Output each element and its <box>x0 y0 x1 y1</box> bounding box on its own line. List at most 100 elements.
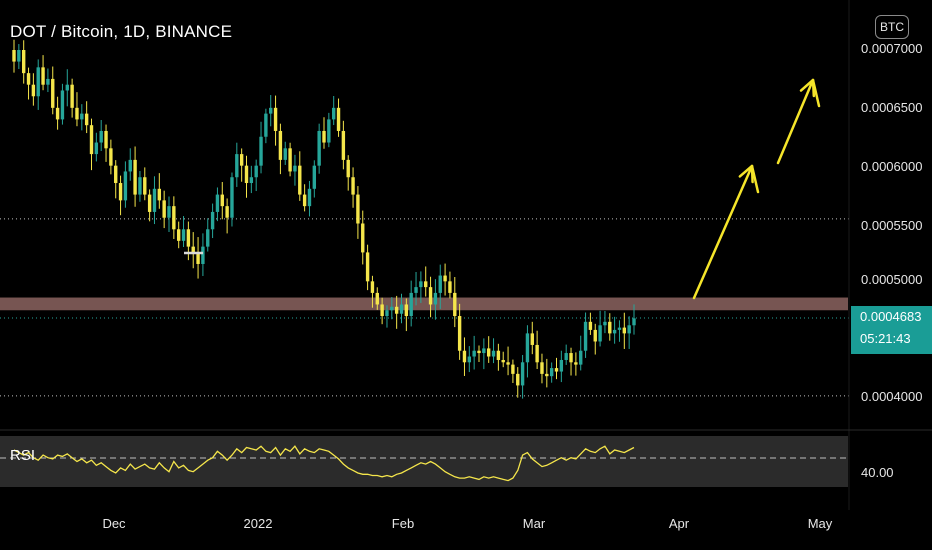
candle <box>210 211 215 230</box>
candle <box>118 183 123 201</box>
candle <box>239 154 244 166</box>
candle <box>307 188 312 207</box>
candle <box>516 373 520 386</box>
candle <box>293 165 297 172</box>
rsi-tick-label: 40.00 <box>861 465 894 480</box>
chart-title: DOT / Bitcoin, 1D, BINANCE <box>10 22 233 41</box>
candle <box>491 350 496 357</box>
candle <box>225 206 229 218</box>
candle <box>472 350 476 357</box>
candle <box>36 67 40 97</box>
candle <box>191 246 195 253</box>
candle <box>506 362 510 365</box>
candle <box>302 194 307 207</box>
y-tick-label: 0.0004000 <box>861 389 923 404</box>
candle <box>351 177 355 195</box>
candle <box>632 318 636 326</box>
last-price-value: 0.0004683 <box>860 309 922 324</box>
candle <box>598 325 602 342</box>
candle <box>525 333 530 363</box>
candle <box>230 177 234 218</box>
candle <box>31 84 36 97</box>
candle <box>70 84 74 108</box>
candle <box>162 200 166 218</box>
candle <box>46 78 50 85</box>
candle <box>554 368 559 372</box>
candle <box>341 130 346 160</box>
candle <box>317 130 321 166</box>
candle <box>172 206 176 230</box>
candle <box>520 362 525 386</box>
candle <box>433 292 438 305</box>
candle <box>404 304 409 317</box>
candle <box>482 348 486 354</box>
candle <box>322 130 326 143</box>
candle <box>453 292 457 317</box>
candle <box>370 281 375 293</box>
x-tick-label: Dec <box>102 516 126 531</box>
candle <box>41 67 45 85</box>
candle <box>215 194 220 212</box>
candle <box>564 353 568 360</box>
projection-arrow-shaft <box>692 164 754 300</box>
projection-arrows <box>692 78 821 300</box>
candle <box>530 333 534 345</box>
candle <box>496 350 501 360</box>
candle <box>99 130 103 143</box>
candle <box>283 148 287 160</box>
candle <box>288 148 292 172</box>
candle <box>94 142 99 155</box>
y-tick-label: 0.0005000 <box>861 272 923 287</box>
projection-arrow-head <box>811 78 821 108</box>
candle <box>428 287 433 305</box>
candle <box>60 90 65 120</box>
candle <box>409 292 413 317</box>
candle <box>346 159 350 178</box>
candle <box>622 327 627 334</box>
last-price-badge: 0.0004683 05:21:43 <box>851 306 932 354</box>
candle <box>181 229 186 241</box>
candle <box>298 165 302 195</box>
candle <box>549 368 554 377</box>
candle <box>152 188 157 212</box>
candle <box>186 229 191 247</box>
candle <box>17 50 21 62</box>
candle-countdown: 05:21:43 <box>860 331 911 346</box>
candle <box>84 113 89 126</box>
candle <box>627 325 631 334</box>
candle <box>331 107 336 120</box>
candle <box>603 321 607 326</box>
candle <box>540 362 544 374</box>
x-tick-label: 2022 <box>243 516 273 531</box>
candle <box>380 304 384 317</box>
candle <box>375 292 379 305</box>
candle <box>467 356 472 363</box>
candle <box>104 130 108 149</box>
candle <box>443 275 447 282</box>
candle <box>26 73 31 85</box>
candle <box>138 177 142 195</box>
candle <box>109 148 113 166</box>
candle <box>312 165 317 189</box>
candle <box>75 107 79 120</box>
candle <box>55 107 60 120</box>
currency-toggle-button[interactable]: BTC <box>875 15 909 39</box>
x-tick-label: Apr <box>668 516 690 531</box>
x-tick-label: May <box>807 516 833 531</box>
candle <box>394 306 399 314</box>
candle <box>477 350 481 354</box>
rsi-band-background <box>0 436 848 487</box>
candle <box>143 177 147 195</box>
y-tick-label: 0.0006000 <box>861 159 923 174</box>
y-tick-label: 0.0005500 <box>861 218 923 233</box>
y-tick-label: 0.0006500 <box>861 100 923 115</box>
projection-arrow-shaft <box>776 78 815 165</box>
candle <box>51 78 55 108</box>
candle <box>273 107 278 131</box>
x-tick-label: Mar <box>522 516 546 531</box>
candle <box>569 353 573 363</box>
rsi-label: RSI <box>10 447 36 464</box>
candle <box>617 327 622 330</box>
candle <box>128 159 132 172</box>
